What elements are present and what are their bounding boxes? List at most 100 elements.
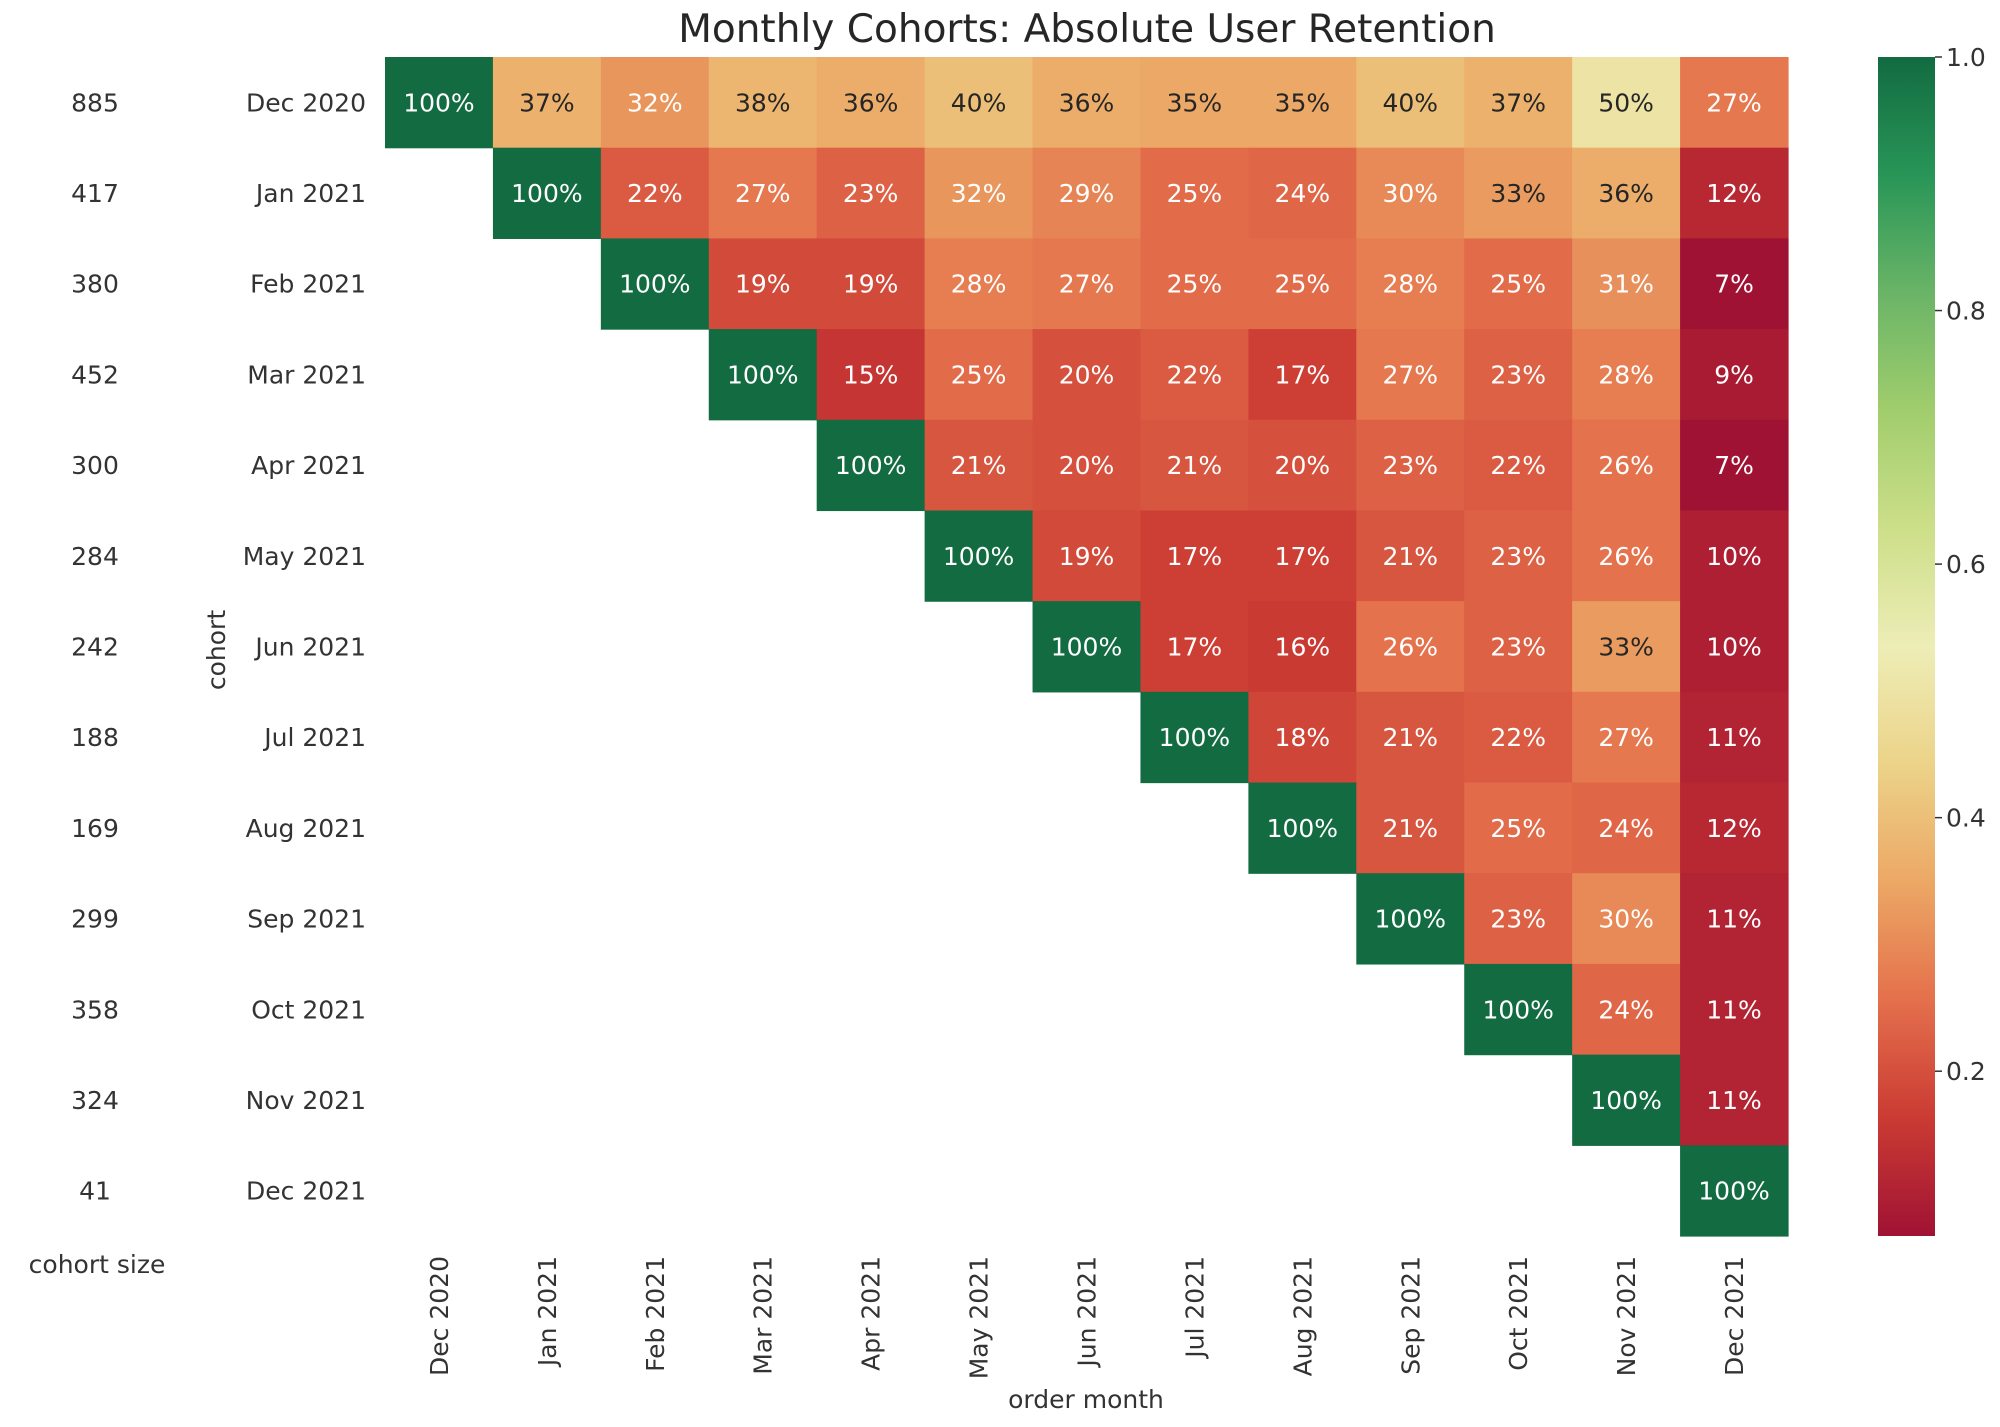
y-tick-label: Oct 2021 bbox=[251, 995, 366, 1024]
x-tick-label: Sep 2021 bbox=[1396, 1256, 1425, 1375]
cell-label: 100% bbox=[1375, 905, 1446, 934]
cell-label: 22% bbox=[627, 179, 683, 208]
heatmap-cell bbox=[1248, 57, 1357, 149]
heatmap-cell bbox=[1680, 57, 1789, 149]
heatmap-cell bbox=[1356, 873, 1465, 965]
heatmap-cell bbox=[1680, 691, 1789, 784]
x-tick-label: Dec 2021 bbox=[1720, 1256, 1749, 1376]
x-tick-label: May 2021 bbox=[965, 1256, 994, 1379]
y-tick-label: Aug 2021 bbox=[246, 814, 366, 843]
cohort-size-value: 358 bbox=[71, 995, 119, 1024]
heatmap-cell bbox=[1140, 419, 1249, 512]
heatmap-cell bbox=[1572, 963, 1681, 1056]
cell-label: 33% bbox=[1598, 633, 1654, 662]
cell-label: 35% bbox=[1167, 88, 1223, 117]
heatmap-cell bbox=[816, 147, 926, 239]
cell-label: 38% bbox=[735, 88, 791, 117]
heatmap-cell bbox=[1680, 147, 1789, 239]
colorbar-tick-label: 0.6 bbox=[1946, 550, 1986, 579]
x-axis-label: order month bbox=[1008, 1385, 1164, 1414]
cell-label: 17% bbox=[1275, 360, 1331, 389]
cell-label: 32% bbox=[951, 179, 1007, 208]
cell-label: 100% bbox=[727, 360, 798, 389]
x-tick-label: Apr 2021 bbox=[857, 1256, 886, 1371]
cell-label: 25% bbox=[1490, 814, 1546, 843]
cell-label: 21% bbox=[951, 451, 1007, 480]
cell-label: 21% bbox=[1382, 814, 1438, 843]
heatmap-cell bbox=[1032, 57, 1142, 149]
heatmap-cell bbox=[1356, 238, 1465, 330]
cell-label: 15% bbox=[843, 360, 899, 389]
heatmap-cell bbox=[816, 329, 926, 421]
y-tick-label: Dec 2021 bbox=[246, 1177, 366, 1206]
cohort-size-value: 169 bbox=[71, 814, 119, 843]
heatmap-cell bbox=[1464, 147, 1573, 239]
cell-label: 12% bbox=[1706, 179, 1762, 208]
cell-label: 36% bbox=[843, 88, 899, 117]
cell-label: 100% bbox=[619, 270, 690, 299]
colorbar bbox=[1878, 57, 1935, 1236]
cell-label: 37% bbox=[1490, 88, 1546, 117]
x-tick-label: Mar 2021 bbox=[749, 1256, 778, 1375]
heatmap-cell bbox=[385, 57, 494, 149]
heatmap-cell bbox=[1032, 238, 1142, 330]
heatmap-cell bbox=[1680, 329, 1789, 421]
cell-label: 100% bbox=[511, 179, 582, 208]
heatmap-cell bbox=[1356, 691, 1465, 784]
cell-label: 27% bbox=[1706, 88, 1762, 117]
cell-label: 23% bbox=[1490, 905, 1546, 934]
heatmap-cell bbox=[1680, 963, 1789, 1056]
cell-label: 16% bbox=[1275, 633, 1331, 662]
cell-label: 28% bbox=[1382, 270, 1438, 299]
heatmap-cell bbox=[1140, 57, 1249, 149]
cell-label: 36% bbox=[1598, 179, 1654, 208]
heatmap-cell bbox=[1680, 419, 1789, 512]
heatmap-cell bbox=[1356, 782, 1465, 874]
heatmap-cell bbox=[1464, 510, 1573, 602]
cell-label: 27% bbox=[1059, 270, 1115, 299]
heatmap-cell bbox=[1356, 147, 1465, 239]
cell-label: 100% bbox=[1698, 1177, 1769, 1206]
heatmap-cell bbox=[1572, 329, 1681, 421]
cell-label: 25% bbox=[1275, 270, 1331, 299]
cell-label: 33% bbox=[1490, 179, 1546, 208]
heatmap-cell bbox=[1248, 510, 1357, 602]
heatmap-cell bbox=[708, 238, 818, 330]
heatmap-cell bbox=[924, 238, 1034, 330]
heatmap-cell bbox=[1680, 510, 1789, 602]
x-tick-label: Dec 2020 bbox=[425, 1256, 454, 1376]
cell-label: 7% bbox=[1714, 451, 1754, 480]
cell-label: 21% bbox=[1382, 542, 1438, 571]
cell-label: 31% bbox=[1598, 270, 1654, 299]
cell-label: 17% bbox=[1275, 542, 1331, 571]
cell-label: 12% bbox=[1706, 814, 1762, 843]
cell-label: 19% bbox=[843, 270, 899, 299]
heatmap-cell bbox=[1572, 782, 1681, 874]
cell-label: 17% bbox=[1167, 633, 1223, 662]
x-tick-label: Feb 2021 bbox=[641, 1256, 670, 1372]
colorbar-tick-label: 0.2 bbox=[1946, 1057, 1986, 1086]
heatmap-cell bbox=[1140, 147, 1249, 239]
cell-label: 23% bbox=[1490, 633, 1546, 662]
heatmap-cell bbox=[1140, 601, 1249, 693]
heatmap-cell bbox=[1464, 691, 1573, 784]
heatmap-cell bbox=[1572, 1054, 1681, 1146]
cohort-size-label: cohort size bbox=[29, 1250, 166, 1279]
heatmap-cell bbox=[1032, 329, 1142, 421]
cell-label: 35% bbox=[1275, 88, 1331, 117]
cell-label: 100% bbox=[1267, 814, 1338, 843]
colorbar-tick-label: 0.4 bbox=[1946, 804, 1986, 833]
cohort-size-value: 417 bbox=[71, 179, 119, 208]
cell-label: 20% bbox=[1275, 451, 1331, 480]
y-tick-label: Dec 2020 bbox=[246, 88, 366, 117]
heatmap-cell bbox=[1140, 691, 1249, 784]
heatmap-cell bbox=[1248, 601, 1357, 693]
colorbar-tick-label: 0.8 bbox=[1946, 297, 1986, 326]
heatmap-cell bbox=[708, 57, 818, 149]
heatmap-cell bbox=[924, 419, 1034, 512]
y-tick-label: Sep 2021 bbox=[247, 905, 366, 934]
x-tick-label: Aug 2021 bbox=[1288, 1256, 1317, 1376]
heatmap-cell bbox=[1356, 510, 1465, 602]
x-tick-label: Oct 2021 bbox=[1504, 1256, 1533, 1371]
cohort-size-value: 299 bbox=[71, 905, 119, 934]
